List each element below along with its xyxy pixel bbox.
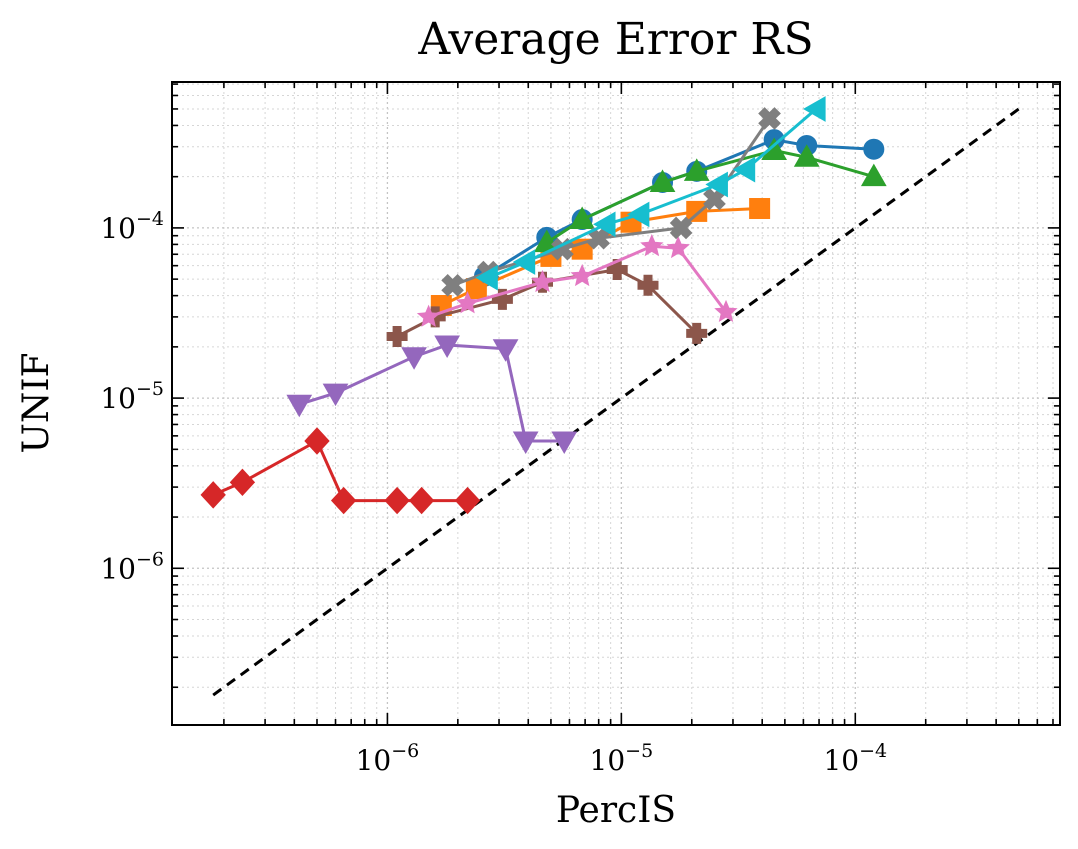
data-point: [626, 201, 650, 228]
x-axis-label: PercIS: [556, 790, 676, 831]
data-point: [669, 216, 693, 240]
data-point: [330, 486, 357, 515]
data-point: [408, 486, 435, 515]
data-point: [793, 144, 820, 167]
data-point: [666, 235, 690, 259]
data-point: [569, 206, 596, 230]
series-red: [200, 427, 481, 515]
data-point: [860, 163, 887, 187]
series-purple: [286, 335, 578, 454]
data-point: [465, 278, 487, 300]
reference-line: [212, 107, 1020, 697]
y-axis-label: UNIF: [16, 352, 57, 453]
y-tick-label: 10−4: [100, 208, 164, 245]
data-point: [441, 273, 464, 297]
y-tick-label: 10−5: [100, 378, 164, 415]
plot-frame: [171, 81, 1061, 726]
data-point: [512, 431, 539, 454]
plot-area: [200, 96, 1020, 697]
data-point: [200, 481, 226, 509]
data-point: [683, 158, 710, 181]
data-point: [749, 198, 771, 220]
data-point: [686, 200, 708, 222]
chart-title: Average Error RS: [417, 14, 813, 65]
data-point: [649, 169, 676, 192]
data-point: [286, 394, 313, 418]
data-point: [803, 96, 826, 122]
data-point: [434, 335, 460, 359]
data-point: [640, 234, 664, 257]
data-point: [229, 468, 256, 497]
x-tick-label: 10−4: [823, 740, 887, 777]
data-point: [455, 291, 480, 314]
data-point: [637, 274, 659, 296]
data-point: [454, 486, 481, 515]
data-point: [401, 347, 427, 370]
data-point: [686, 322, 708, 344]
tick-labels: 10−6 10−5 10−4 10−6 10−5 10−4: [100, 208, 887, 777]
x-tick-label: 10−5: [590, 740, 654, 777]
series-pink: [416, 234, 738, 327]
data-point: [758, 107, 781, 130]
data-point: [732, 156, 756, 183]
data-point: [587, 226, 611, 250]
data-point: [512, 249, 536, 275]
data-point: [416, 304, 441, 327]
data-point: [322, 383, 349, 407]
data-point: [384, 486, 410, 515]
x-tick-label: 10−6: [356, 740, 420, 777]
grid-lines: [172, 82, 1060, 725]
series-cyan: [475, 96, 826, 291]
data-point: [570, 263, 594, 287]
y-tick-label: 10−6: [100, 548, 164, 585]
data-point: [551, 431, 578, 454]
data-point: [304, 427, 330, 455]
data-point: [492, 339, 519, 362]
data-point: [475, 264, 498, 291]
data-point: [593, 211, 616, 238]
data-point: [705, 171, 728, 198]
data-point: [530, 269, 555, 293]
data-point: [714, 299, 738, 323]
data-point: [863, 138, 885, 160]
data-point: [386, 326, 408, 347]
